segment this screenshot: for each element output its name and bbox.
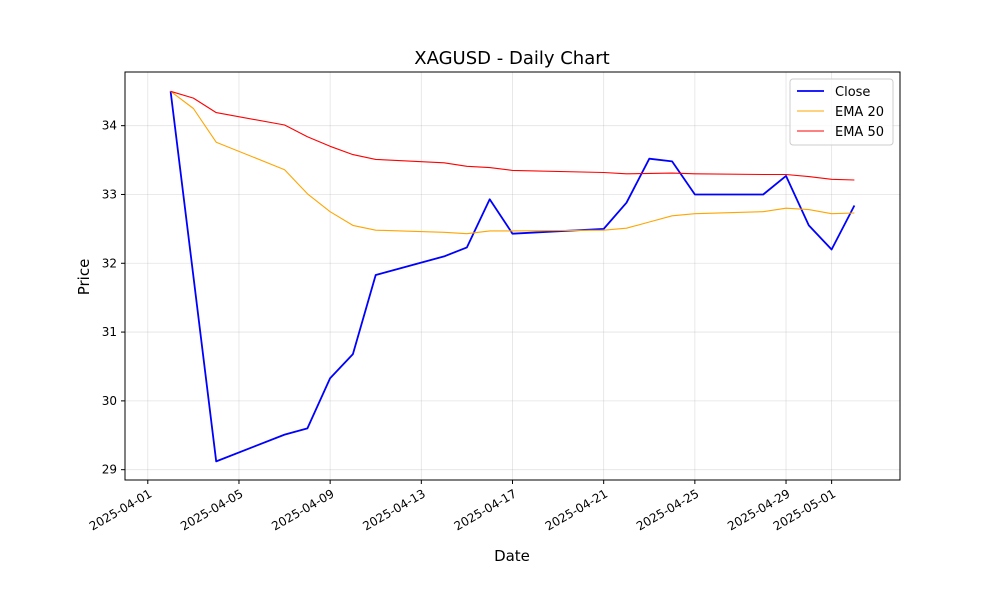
x-tick-label: 2025-04-05 xyxy=(178,486,245,533)
x-tick-label: 2025-04-01 xyxy=(87,486,154,533)
chart-title: XAGUSD - Daily Chart xyxy=(414,48,609,69)
legend-label: EMA 50 xyxy=(835,125,884,140)
x-axis-title: Date xyxy=(494,547,530,565)
y-tick-label: 30 xyxy=(102,394,117,408)
x-axis: 2025-04-01 2025-04-05 2025-04-09 2025-04-13… xyxy=(87,480,838,533)
legend-box xyxy=(789,78,894,146)
series-line-ema-50 xyxy=(170,90,855,181)
series-lines xyxy=(169,90,856,463)
grid xyxy=(125,72,900,480)
y-tick-label: 29 xyxy=(102,463,117,477)
x-tick-label: 2025-04-21 xyxy=(543,486,610,533)
x-tick-label: 2025-04-09 xyxy=(269,486,336,533)
legend-label: EMA 20 xyxy=(835,105,884,120)
y-tick-label: 33 xyxy=(102,187,117,201)
x-tick-label: 2025-04-17 xyxy=(452,486,519,533)
y-tick-label: 31 xyxy=(102,325,117,339)
y-axis: 29 30 31 32 33 34 xyxy=(102,119,125,477)
series-line-close xyxy=(169,91,856,463)
x-tick-label: 2025-04-25 xyxy=(634,486,701,533)
y-tick-label: 32 xyxy=(102,256,117,270)
x-tick-label: 2025-04-13 xyxy=(360,486,427,533)
y-axis-title: Price xyxy=(75,259,93,296)
y-tick-label: 34 xyxy=(102,119,117,133)
legend-label: Close xyxy=(835,85,870,100)
series-line-ema-20 xyxy=(170,90,855,235)
legend: Close EMA 20 EMA 50 xyxy=(789,78,894,146)
